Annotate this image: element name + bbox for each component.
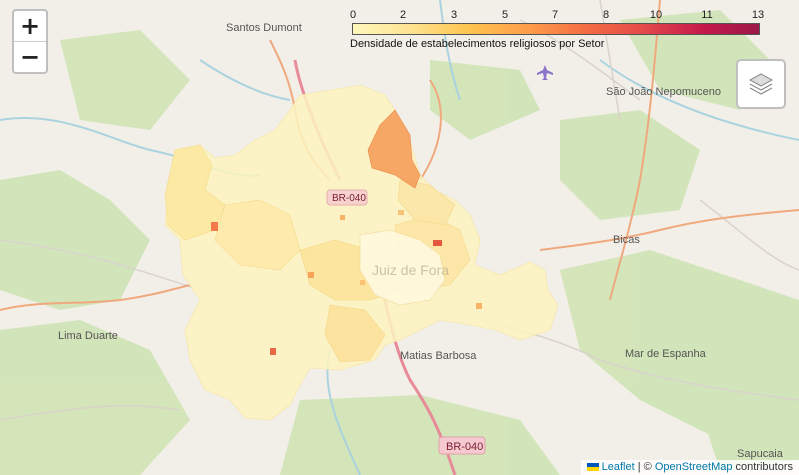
legend-tick: 0	[349, 9, 357, 21]
place-label-bicas: Bicas	[613, 234, 640, 246]
legend-tick: 8	[602, 9, 610, 21]
minus-icon: −	[19, 43, 41, 71]
place-label-lima-duarte: Lima Duarte	[58, 330, 118, 342]
legend-ticks: 0 2 3 5 7 8 10 11 13	[349, 9, 764, 23]
attribution: Leaflet | © OpenStreetMap contributors	[580, 460, 799, 475]
svg-text:BR-040: BR-040	[332, 193, 366, 204]
legend-tick: 3	[450, 9, 458, 21]
place-label-santos-dumont: Santos Dumont	[226, 22, 302, 34]
choropleth-sectors[interactable]	[164, 84, 559, 421]
vegetation-areas	[0, 10, 799, 475]
plus-icon: +	[19, 12, 41, 40]
leaflet-link[interactable]: Leaflet	[601, 461, 635, 473]
legend-tick: 2	[399, 9, 407, 21]
place-label-mar-de-espanha: Mar de Espanha	[625, 348, 707, 360]
layers-icon	[748, 73, 774, 95]
road-shield-br040-south: BR-040	[438, 436, 486, 455]
layers-button[interactable]	[736, 59, 786, 109]
legend-color-bar	[352, 23, 760, 35]
place-label-sao-joao-nepomuceno: São João Nepomuceno	[606, 86, 721, 98]
airplane-icon	[537, 65, 553, 80]
attribution-suffix: contributors	[732, 461, 793, 473]
place-label-matias-barbosa: Matias Barbosa	[400, 350, 477, 362]
zoom-control: + −	[12, 9, 48, 74]
ukraine-flag-icon	[586, 463, 599, 472]
road-shield-br040-north: BR-040	[326, 189, 368, 206]
legend-caption: Densidade de estabelecimentos religiosos…	[350, 38, 605, 50]
legend-tick: 10	[649, 9, 663, 21]
zoom-out-button[interactable]: −	[14, 41, 46, 72]
color-legend: 0 2 3 5 7 8 10 11 13 Densidade de estabe…	[349, 9, 764, 50]
legend-tick: 7	[551, 9, 559, 21]
openstreetmap-link[interactable]: OpenStreetMap	[654, 461, 733, 473]
legend-tick: 11	[701, 9, 713, 21]
svg-text:BR-040: BR-040	[446, 441, 483, 453]
place-label-juiz-de-fora: Juiz de Fora	[372, 262, 449, 278]
legend-tick: 13	[751, 9, 765, 21]
attribution-separator: | ©	[634, 461, 655, 473]
place-label-sapucaia: Sapucaia	[737, 448, 784, 460]
legend-tick: 5	[501, 9, 509, 21]
zoom-in-button[interactable]: +	[14, 11, 46, 41]
